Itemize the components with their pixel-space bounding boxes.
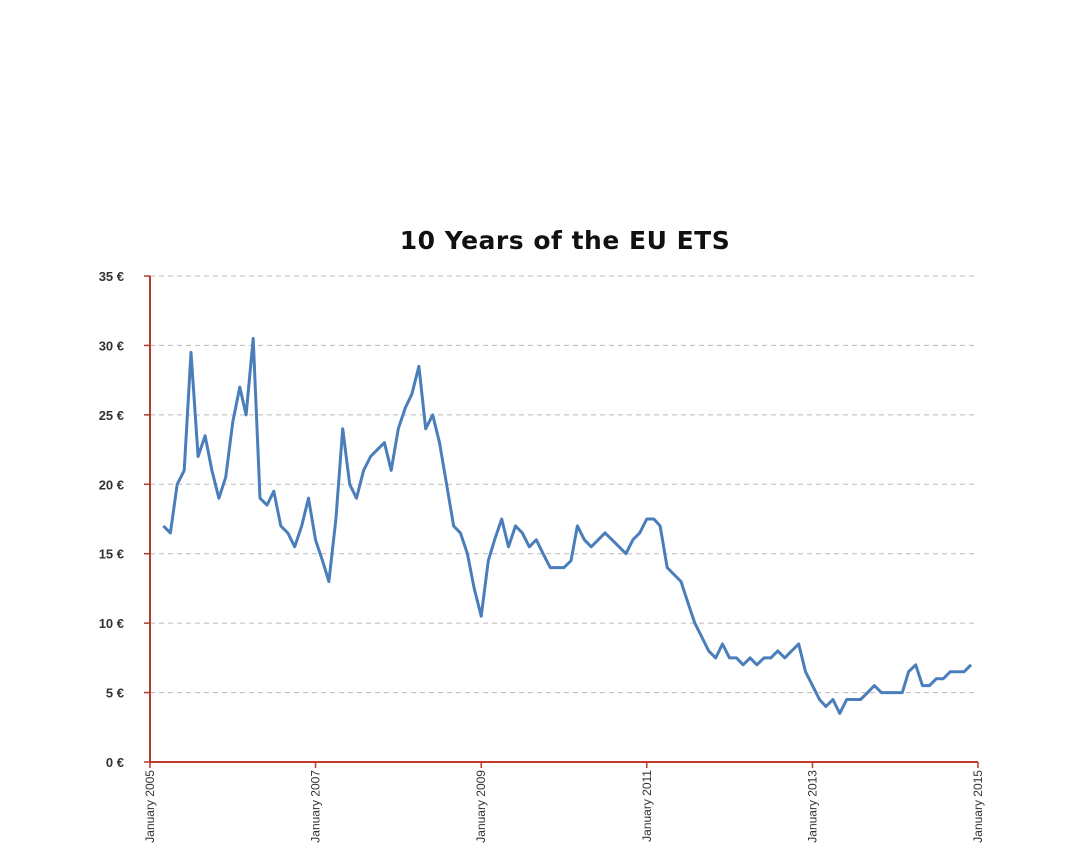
y-tick-label: 15 €: [99, 547, 124, 562]
y-tick-label: 10 €: [99, 616, 124, 631]
x-tick-label: January 2015: [971, 770, 985, 843]
gridlines: [150, 275, 978, 694]
y-tick-label: 20 €: [99, 477, 124, 492]
chart-title: 10 Years of the EU ETS: [399, 226, 731, 255]
y-tick-label: 0 €: [106, 755, 124, 770]
x-tick-label: January 2007: [309, 770, 323, 843]
x-tick-label: January 2013: [805, 770, 819, 843]
y-tick-label: 25 €: [99, 408, 124, 423]
x-axis-ticks: January 2005 January 2007 January 2009 Janu…: [143, 762, 985, 843]
y-tick-label: 5 €: [106, 686, 124, 701]
y-tick-label: 30 €: [99, 338, 124, 353]
y-axis-ticks: 0 € 5 € 10 € 15 € 20 € 25 € 30 € 35 €: [99, 269, 150, 770]
series-line: [162, 337, 973, 715]
x-tick-label: January 2005: [143, 770, 157, 843]
x-tick-label: January 2011: [640, 770, 654, 842]
x-tick-label: January 2009: [474, 770, 488, 843]
y-tick-label: 35 €: [99, 269, 124, 284]
